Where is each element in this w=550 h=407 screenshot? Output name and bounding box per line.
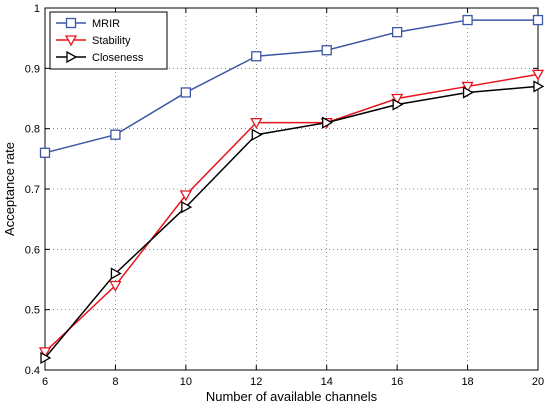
- x-tick-label: 18: [461, 376, 473, 388]
- data-point-mrir: [321, 45, 332, 56]
- data-point-closeness: [322, 116, 334, 129]
- series-line-stability: [44, 73, 539, 353]
- series-mrir: [39, 14, 544, 158]
- data-point-mrir: [462, 14, 473, 26]
- y-tick-label: 0.8: [25, 124, 40, 136]
- data-point-mrir: [532, 14, 544, 26]
- data-point-closeness: [110, 267, 122, 280]
- x-tick-label: 8: [112, 376, 118, 388]
- data-point-closeness: [40, 351, 52, 365]
- y-tick-label: 0.7: [25, 184, 40, 196]
- data-point-mrir: [391, 26, 403, 38]
- data-point-stability: [179, 190, 192, 202]
- data-point-closeness: [251, 128, 263, 141]
- data-point-mrir: [180, 87, 192, 98]
- series-line-mrir: [44, 19, 538, 154]
- x-axis-title: Number of available channels: [206, 389, 378, 404]
- series-layer: [38, 14, 545, 365]
- y-axis-title: Acceptance rate: [2, 142, 17, 236]
- y-tick-label: 0.4: [25, 365, 40, 377]
- axis-ticks: 6 8 10 12 14 16 18 20 0.4 0.5 0.6 0.7 0.8 0.9 1: [25, 3, 544, 388]
- series-line-closeness: [44, 85, 539, 359]
- data-point-mrir: [251, 51, 262, 62]
- legend-marker-closeness: [66, 50, 78, 64]
- data-point-stability: [109, 280, 122, 292]
- data-point-closeness: [181, 200, 193, 214]
- data-point-mrir: [39, 147, 51, 158]
- data-point-stability: [250, 117, 263, 129]
- y-tick-label: 0.9: [25, 63, 40, 75]
- x-tick-label: 16: [391, 376, 403, 388]
- legend-marker-mrir: [65, 17, 77, 29]
- data-point-stability: [461, 81, 474, 93]
- legend-label-closeness: Closeness: [92, 52, 144, 64]
- data-point-closeness: [533, 80, 545, 93]
- x-tick-label: 20: [532, 376, 544, 388]
- data-point-stability: [391, 93, 404, 105]
- y-tick-label: 1: [34, 3, 40, 15]
- y-tick-label: 0.5: [25, 305, 40, 317]
- x-tick-label: 10: [180, 376, 192, 388]
- x-tick-label: 6: [42, 376, 48, 388]
- x-tick-label: 12: [250, 376, 262, 388]
- legend-label-stability: Stability: [92, 35, 131, 47]
- data-point-stability: [531, 69, 545, 81]
- y-tick-label: 0.6: [25, 244, 40, 256]
- legend: MRIR Stability Closeness: [49, 11, 168, 70]
- series-closeness: [40, 80, 545, 365]
- data-point-closeness: [392, 98, 404, 111]
- data-point-closeness: [462, 86, 474, 99]
- data-point-mrir: [110, 129, 121, 140]
- legend-label-mrir: MRIR: [92, 18, 120, 30]
- data-point-stability: [38, 347, 52, 359]
- legend-marker-stability: [64, 35, 78, 47]
- x-tick-label: 14: [321, 376, 333, 388]
- series-stability: [38, 69, 545, 359]
